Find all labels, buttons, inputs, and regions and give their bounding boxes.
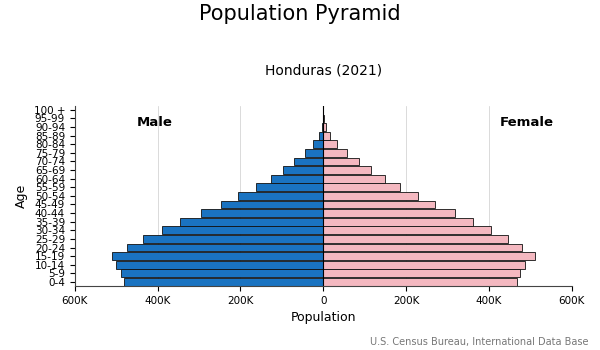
Bar <box>323 140 337 148</box>
Bar <box>323 183 400 191</box>
Bar <box>162 226 323 234</box>
Bar <box>323 123 326 131</box>
Bar <box>181 218 323 226</box>
Bar <box>323 226 491 234</box>
Bar <box>256 183 323 191</box>
Bar <box>143 235 323 243</box>
Title: Honduras (2021): Honduras (2021) <box>265 64 382 78</box>
Bar <box>313 140 323 148</box>
Bar <box>305 149 323 157</box>
Bar <box>323 244 522 251</box>
Bar <box>323 192 418 200</box>
Bar <box>323 201 435 209</box>
Text: Female: Female <box>500 116 554 129</box>
Bar <box>322 123 323 131</box>
Bar <box>116 261 323 269</box>
Bar <box>323 235 508 243</box>
Bar <box>283 166 323 174</box>
Bar <box>221 201 323 209</box>
Text: U.S. Census Bureau, International Data Base: U.S. Census Bureau, International Data B… <box>370 336 588 346</box>
Bar <box>323 252 535 260</box>
Bar <box>323 158 359 166</box>
Bar <box>238 192 323 200</box>
Bar <box>323 149 347 157</box>
Y-axis label: Age: Age <box>15 184 28 208</box>
Bar <box>323 166 371 174</box>
Text: Population Pyramid: Population Pyramid <box>199 4 401 23</box>
Bar <box>127 244 323 251</box>
Bar <box>323 218 473 226</box>
Bar <box>201 209 323 217</box>
Bar <box>323 175 385 183</box>
Bar <box>323 270 520 277</box>
Bar <box>124 278 323 286</box>
X-axis label: Population: Population <box>290 312 356 324</box>
Text: Male: Male <box>136 116 172 129</box>
Bar <box>121 270 323 277</box>
Bar <box>323 114 324 122</box>
Bar <box>112 252 323 260</box>
Bar <box>271 175 323 183</box>
Bar <box>295 158 323 166</box>
Bar <box>323 261 526 269</box>
Bar <box>323 209 455 217</box>
Bar <box>323 132 329 140</box>
Bar <box>323 278 517 286</box>
Bar <box>319 132 323 140</box>
